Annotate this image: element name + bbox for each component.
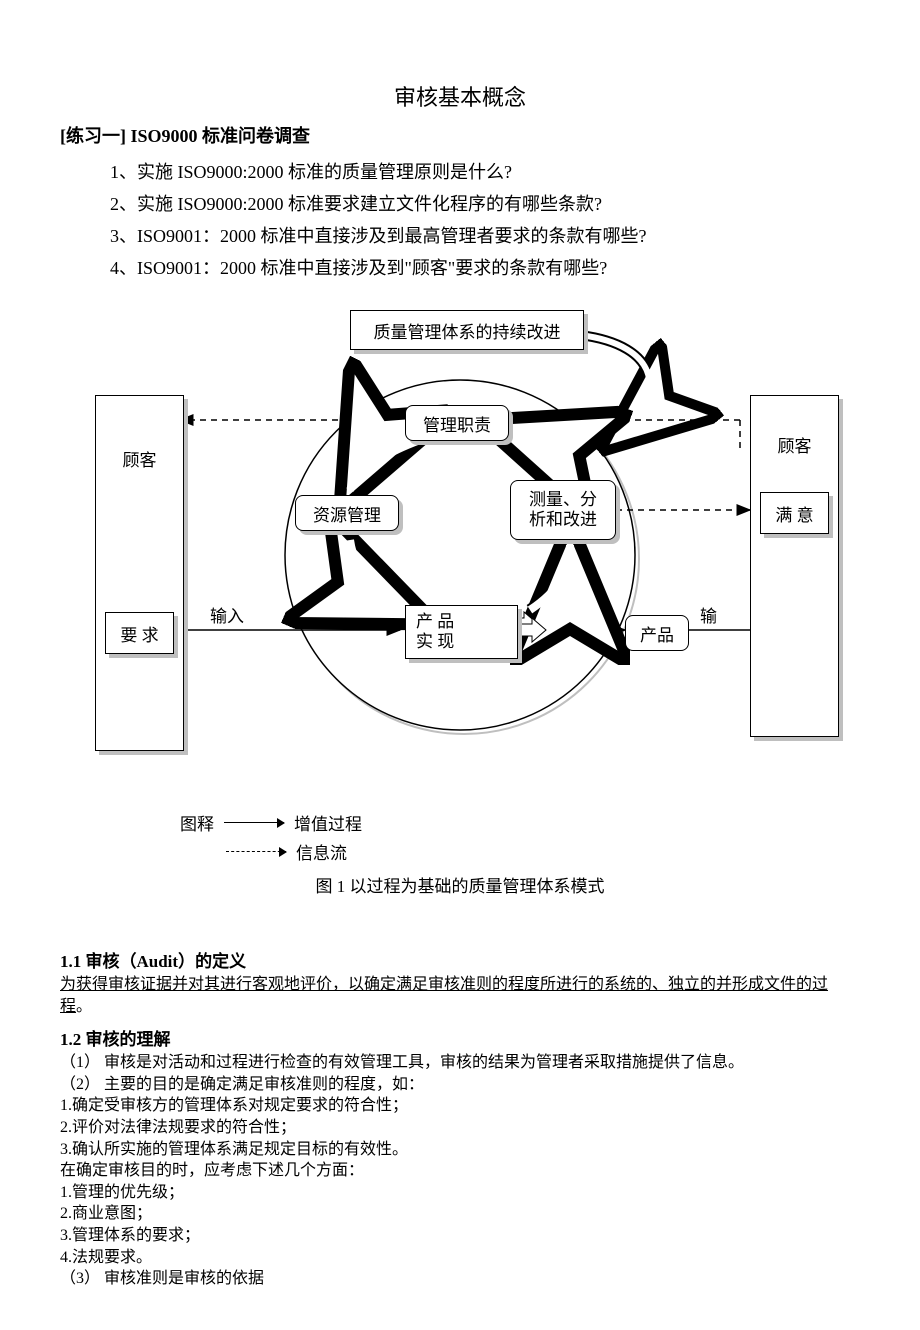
label-output: 输 [700, 602, 717, 627]
label-input: 输入 [210, 602, 244, 627]
legend-value-add: 增值过程 [294, 810, 362, 835]
right-satisfaction-box: 满 意 [760, 492, 829, 534]
section-1-2-line-1: （2） 主要的目的是确定满足审核准则的程度，如： [60, 1074, 860, 1096]
legend: 图释 增值过程 信息流 [180, 810, 860, 864]
section-1-2-line-4: 3.确认所实施的管理体系满足规定目标的有效性。 [60, 1139, 860, 1161]
left-customer-label: 顾客 [123, 446, 157, 471]
node-resource-management: 资源管理 [295, 495, 399, 531]
legend-solid-line-icon [224, 822, 284, 823]
section-1-1-underlined: 为获得审核证据并对其进行客观地评价，以确定满足审核准则的程度所进行的系统的、独立… [60, 976, 828, 1015]
section-1-2-line-8: 3.管理体系的要求； [60, 1225, 860, 1247]
node-product-realization: 产 品 实 现 [405, 605, 518, 659]
legend-info-flow: 信息流 [296, 839, 347, 864]
section-1-1-period: 。 [76, 998, 92, 1015]
qms-diagram: 质量管理体系的持续改进 顾客 要 求 顾客 满 意 管理职责 资源管理 测量、分… [60, 300, 860, 800]
section-1-2-line-3: 2.评价对法律法规要求的符合性； [60, 1117, 860, 1139]
question-1: 1、实施 ISO9000:2000 标准的质量管理原则是什么? [110, 158, 860, 184]
legend-label: 图释 [180, 810, 214, 835]
left-customer-box: 顾客 [95, 395, 184, 751]
figure-caption: 图 1 以过程为基础的质量管理体系模式 [60, 872, 860, 897]
legend-dashed-line-icon [226, 851, 286, 852]
right-customer-box: 顾客 [750, 395, 839, 737]
right-customer-label: 顾客 [778, 432, 812, 457]
node-management-responsibility: 管理职责 [405, 405, 509, 441]
section-1-2-line-10: （3） 审核准则是审核的依据 [60, 1268, 860, 1290]
node-product: 产品 [625, 615, 689, 651]
section-1-2-heading: 1.2 审核的理解 [60, 1025, 860, 1050]
exercise-heading: [练习一] ISO9000 标准问卷调查 [60, 122, 860, 148]
left-requirements-box: 要 求 [105, 612, 174, 654]
question-3: 3、ISO9001：2000 标准中直接涉及到最高管理者要求的条款有哪些? [110, 222, 860, 248]
node-continuous-improvement: 质量管理体系的持续改进 [350, 310, 584, 350]
question-2: 2、实施 ISO9000:2000 标准要求建立文件化程序的有哪些条款? [110, 190, 860, 216]
section-1-2-line-6: 1.管理的优先级； [60, 1182, 860, 1204]
section-1-2-line-5: 在确定审核目的时，应考虑下述几个方面： [60, 1160, 860, 1182]
section-1-2-line-0: （1） 审核是对活动和过程进行检查的有效管理工具，审核的结果为管理者采取措施提供… [60, 1052, 860, 1074]
section-1-1-body: 为获得审核证据并对其进行客观地评价，以确定满足审核准则的程度所进行的系统的、独立… [60, 974, 860, 1017]
page-title: 审核基本概念 [60, 80, 860, 112]
section-1-1-heading: 1.1 审核（Audit）的定义 [60, 947, 860, 972]
node-measurement-analysis: 测量、分 析和改进 [510, 480, 616, 540]
section-1-2-line-7: 2.商业意图； [60, 1203, 860, 1225]
section-1-2-line-2: 1.确定受审核方的管理体系对规定要求的符合性； [60, 1095, 860, 1117]
question-4: 4、ISO9001：2000 标准中直接涉及到"顾客"要求的条款有哪些? [110, 254, 860, 280]
section-1-2-line-9: 4.法规要求。 [60, 1247, 860, 1269]
